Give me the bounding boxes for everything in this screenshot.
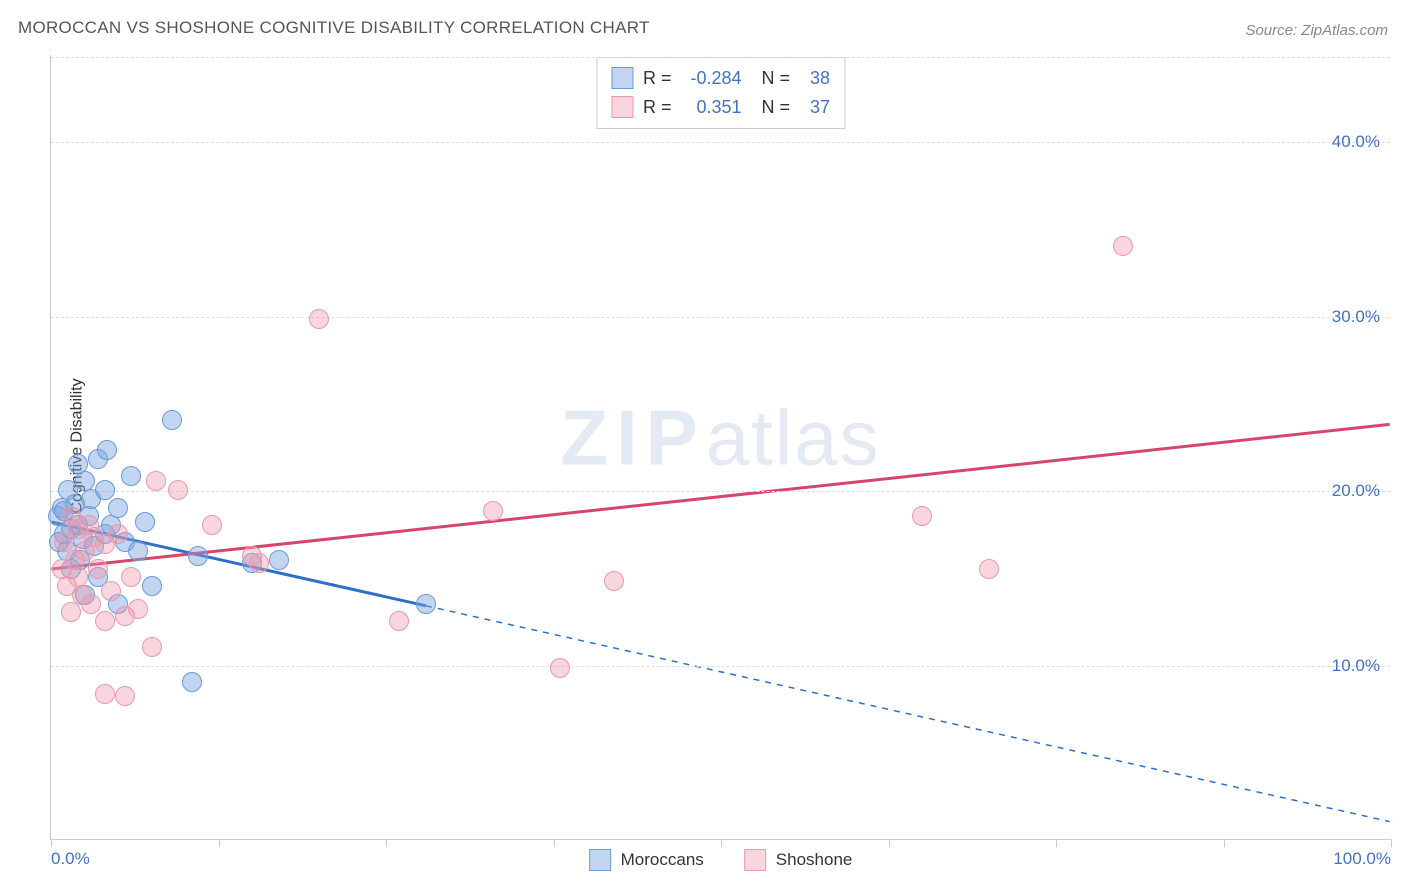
- scatter-point: [202, 515, 222, 535]
- scatter-point: [604, 571, 624, 591]
- scatter-point: [168, 480, 188, 500]
- scatter-point: [101, 581, 121, 601]
- x-tick: [386, 839, 387, 847]
- legend-swatch: [611, 67, 633, 89]
- scatter-point: [146, 471, 166, 491]
- x-tick: [219, 839, 220, 847]
- scatter-point: [108, 498, 128, 518]
- scatter-point: [979, 559, 999, 579]
- x-tick: [51, 839, 52, 847]
- x-tick: [889, 839, 890, 847]
- stats-row: R = 0.351 N = 37: [611, 93, 830, 122]
- y-tick-label: 40.0%: [1332, 132, 1380, 152]
- scatter-point: [550, 658, 570, 678]
- legend-swatch: [744, 849, 766, 871]
- scatter-point: [142, 576, 162, 596]
- scatter-point: [95, 684, 115, 704]
- scatter-point: [416, 594, 436, 614]
- scatter-point: [95, 480, 115, 500]
- x-tick: [721, 839, 722, 847]
- gridline: [51, 666, 1390, 667]
- chart-title: MOROCCAN VS SHOSHONE COGNITIVE DISABILIT…: [18, 18, 650, 38]
- legend-swatch: [611, 96, 633, 118]
- gridline: [51, 57, 1390, 58]
- scatter-point: [135, 512, 155, 532]
- legend-item: Shoshone: [744, 849, 853, 871]
- scatter-point: [483, 501, 503, 521]
- x-tick: [1391, 839, 1392, 847]
- n-value: 37: [800, 93, 830, 122]
- chart-source: Source: ZipAtlas.com: [1245, 22, 1388, 39]
- x-tick-label: 100.0%: [1333, 849, 1391, 869]
- scatter-point: [1113, 236, 1133, 256]
- scatter-point: [81, 594, 101, 614]
- scatter-point: [249, 553, 269, 573]
- scatter-point: [121, 567, 141, 587]
- scatter-point: [128, 599, 148, 619]
- watermark: ZIPatlas: [560, 392, 880, 483]
- x-tick: [1056, 839, 1057, 847]
- r-value: 0.351: [682, 93, 742, 122]
- r-label: R =: [643, 64, 672, 93]
- series-legend: Moroccans Shoshone: [589, 849, 853, 871]
- scatter-point: [182, 672, 202, 692]
- x-tick-label: 0.0%: [51, 849, 90, 869]
- n-label: N =: [762, 93, 791, 122]
- scatter-point: [108, 524, 128, 544]
- scatter-point: [389, 611, 409, 631]
- plot-area: ZIPatlas R =-0.284N =38R =0.351N =37 Mor…: [50, 55, 1390, 840]
- n-label: N =: [762, 64, 791, 93]
- gridline: [51, 317, 1390, 318]
- y-tick-label: 10.0%: [1332, 656, 1380, 676]
- scatter-point: [88, 559, 108, 579]
- legend-label: Moroccans: [621, 850, 704, 870]
- y-tick-label: 30.0%: [1332, 307, 1380, 327]
- stats-row: R = -0.284 N = 38: [611, 64, 830, 93]
- gridline: [51, 491, 1390, 492]
- y-tick-label: 20.0%: [1332, 481, 1380, 501]
- stats-legend: R = -0.284 N = 38 R = 0.351 N = 37: [596, 57, 845, 129]
- x-tick: [1224, 839, 1225, 847]
- scatter-point: [121, 466, 141, 486]
- scatter-point: [95, 611, 115, 631]
- scatter-point: [188, 546, 208, 566]
- legend-swatch: [589, 849, 611, 871]
- r-value: -0.284: [682, 64, 742, 93]
- scatter-point: [309, 309, 329, 329]
- gridline: [51, 142, 1390, 143]
- x-tick: [554, 839, 555, 847]
- legend-label: Shoshone: [776, 850, 853, 870]
- scatter-point: [269, 550, 289, 570]
- scatter-point: [162, 410, 182, 430]
- r-label: R =: [643, 93, 672, 122]
- scatter-point: [97, 440, 117, 460]
- chart-container: MOROCCAN VS SHOSHONE COGNITIVE DISABILIT…: [0, 0, 1406, 892]
- n-value: 38: [800, 64, 830, 93]
- trendlines: [51, 55, 1390, 839]
- scatter-point: [115, 686, 135, 706]
- scatter-point: [912, 506, 932, 526]
- scatter-point: [142, 637, 162, 657]
- scatter-point: [61, 602, 81, 622]
- legend-item: Moroccans: [589, 849, 704, 871]
- scatter-point: [128, 541, 148, 561]
